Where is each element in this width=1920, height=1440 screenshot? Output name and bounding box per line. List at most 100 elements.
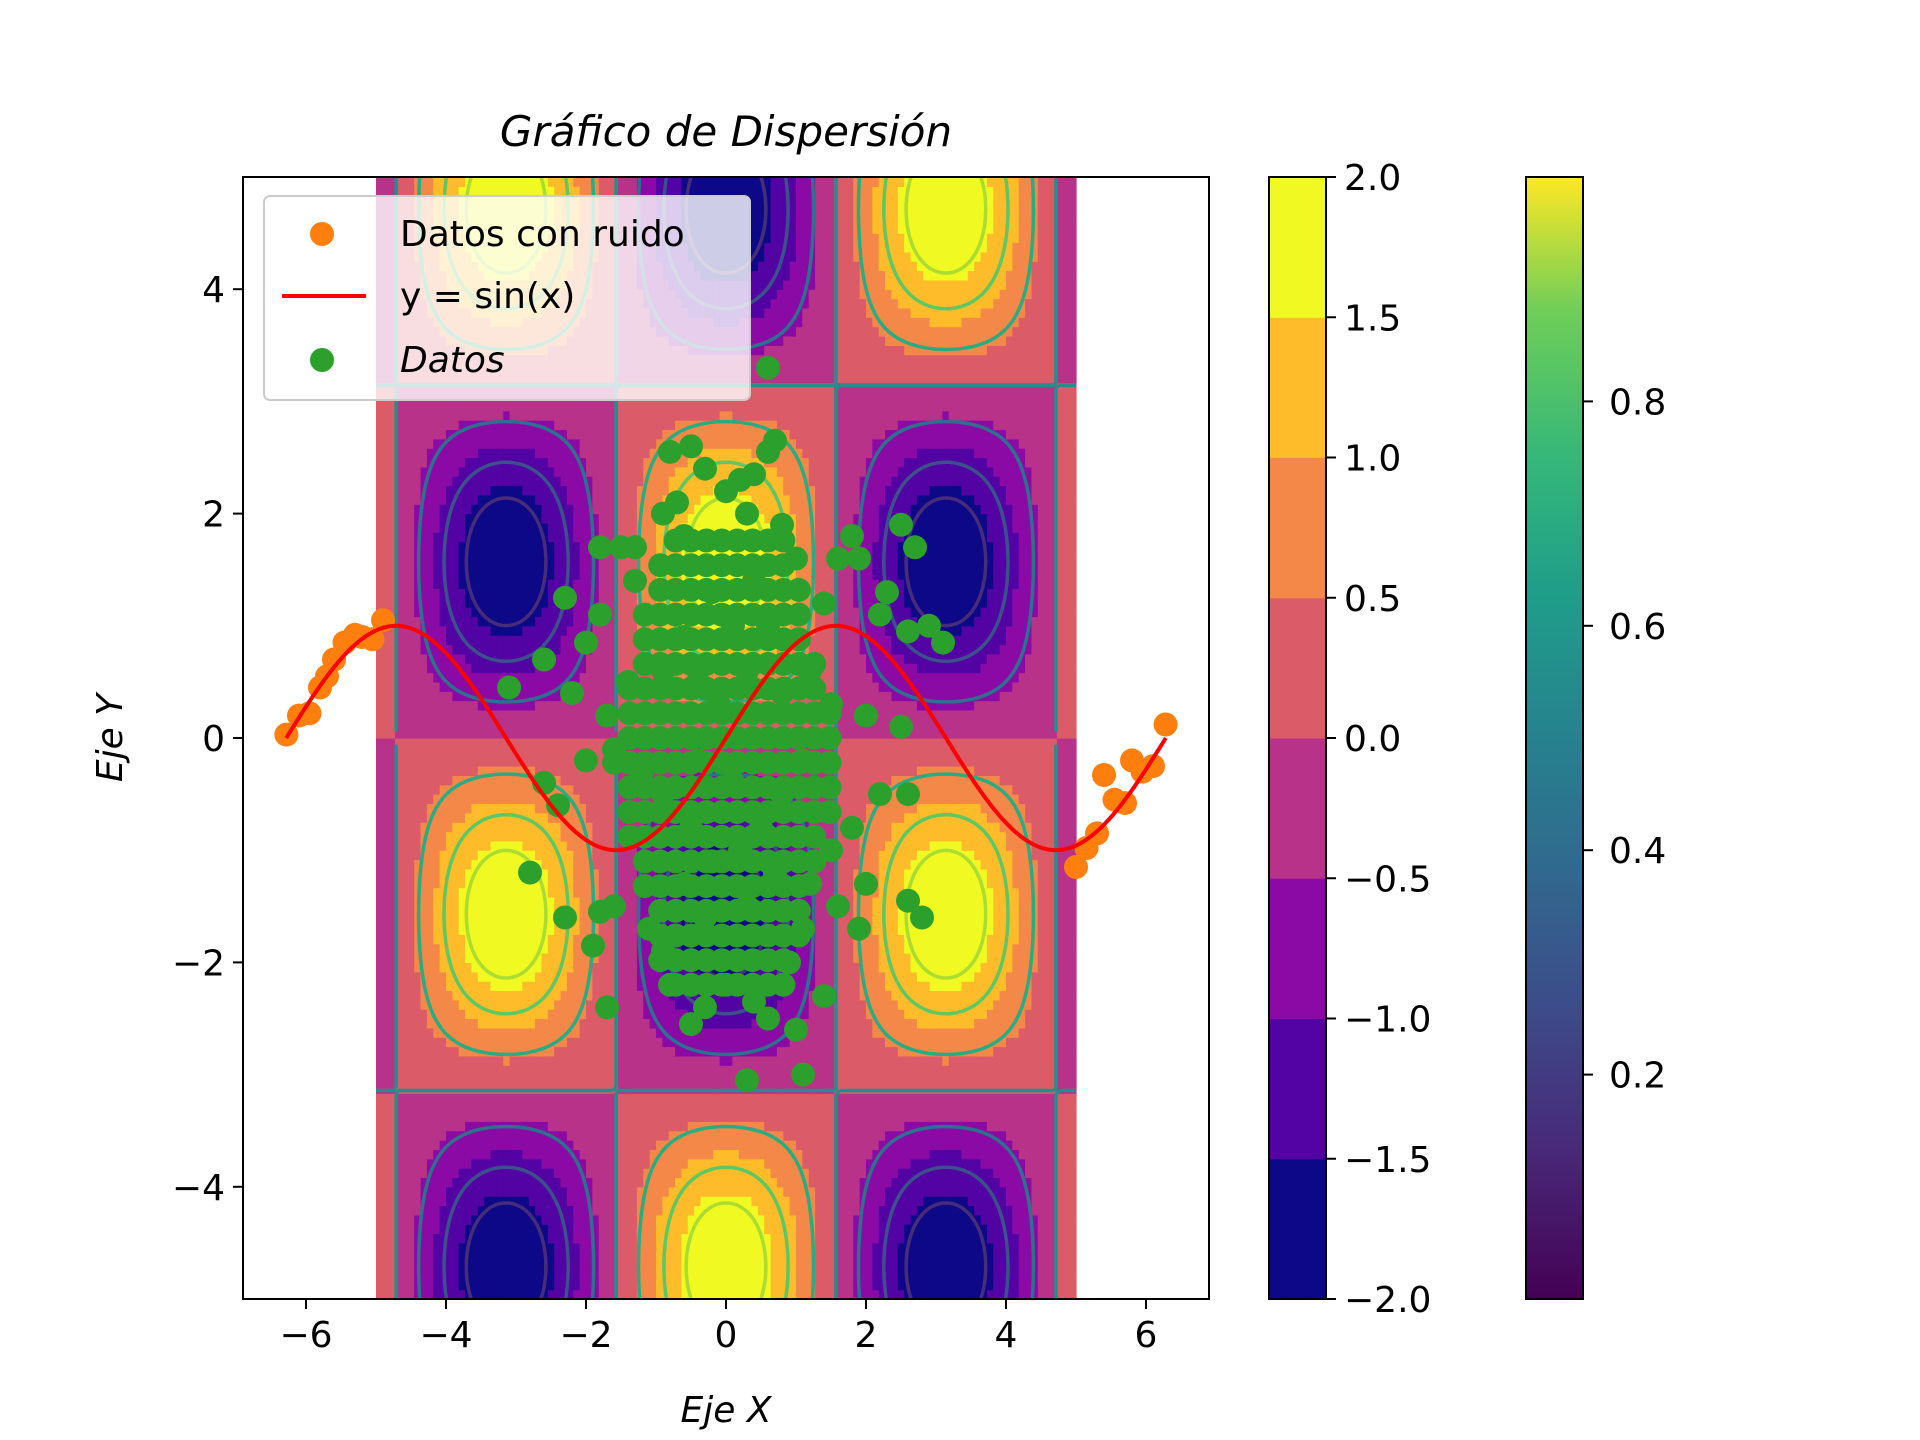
field-cell xyxy=(554,981,562,992)
field-cell xyxy=(522,1102,530,1113)
field-cell xyxy=(503,513,511,524)
field-cell xyxy=(560,934,568,945)
field-cell xyxy=(471,1009,479,1020)
field-cell xyxy=(388,1270,396,1281)
field-cell xyxy=(395,896,403,907)
field-cell xyxy=(624,457,632,468)
field-cell xyxy=(630,1055,638,1066)
field-cell xyxy=(509,981,517,992)
field-cell xyxy=(446,990,453,1001)
field-cell xyxy=(484,663,492,674)
field-cell xyxy=(401,840,409,851)
field-cell xyxy=(433,522,441,533)
field-cell xyxy=(477,850,485,861)
field-cell xyxy=(388,1102,396,1113)
field-cell xyxy=(522,1270,530,1281)
field-cell xyxy=(516,607,523,618)
field-cell xyxy=(433,1037,441,1048)
field-cell xyxy=(528,1102,536,1113)
field-cell xyxy=(465,420,473,431)
field-cell xyxy=(528,663,536,674)
field-cell xyxy=(630,1018,638,1029)
field-cell xyxy=(566,775,574,786)
field-cell xyxy=(426,981,434,992)
field-cell xyxy=(382,1055,390,1066)
field-cell xyxy=(592,1289,600,1299)
field-cell xyxy=(490,906,498,917)
field-cell xyxy=(490,934,498,945)
field-cell xyxy=(490,504,498,515)
field-cell xyxy=(490,859,498,870)
field-cell xyxy=(401,1280,409,1291)
field-cell xyxy=(490,644,498,655)
field-cell xyxy=(490,663,498,674)
field-cell xyxy=(586,896,593,907)
field-cell xyxy=(605,784,613,795)
field-cell xyxy=(535,990,543,1001)
field-cell xyxy=(579,1214,587,1225)
field-cell xyxy=(388,962,396,973)
field-cell xyxy=(624,1186,632,1197)
field-cell xyxy=(471,709,479,720)
field-cell xyxy=(458,1074,466,1085)
field-cell xyxy=(496,513,504,524)
field-cell xyxy=(554,700,562,711)
field-cell xyxy=(547,831,555,842)
field-cell xyxy=(560,438,568,449)
field-cell xyxy=(465,551,473,561)
field-cell xyxy=(433,738,441,748)
field-cell xyxy=(414,1214,422,1225)
field-cell xyxy=(388,794,396,805)
field-cell xyxy=(439,990,447,1001)
field-cell xyxy=(490,1149,498,1160)
field-cell xyxy=(579,738,587,748)
field-cell xyxy=(554,943,562,954)
field-cell xyxy=(446,551,453,561)
field-cell xyxy=(407,990,415,1001)
field-cell xyxy=(496,1205,504,1216)
field-cell xyxy=(376,410,383,421)
field-cell xyxy=(624,438,632,449)
field-cell xyxy=(624,1149,632,1160)
field-cell xyxy=(382,1093,390,1104)
field-cell xyxy=(503,1168,511,1179)
field-cell xyxy=(503,476,511,487)
field-cell xyxy=(566,784,574,795)
field-cell xyxy=(560,429,568,440)
field-cell xyxy=(414,794,422,805)
field-cell xyxy=(605,1093,613,1104)
field-cell xyxy=(573,887,581,898)
field-cell xyxy=(547,410,555,421)
field-cell xyxy=(388,1149,396,1160)
field-cell xyxy=(630,962,638,973)
field-cell xyxy=(605,1018,613,1029)
field-cell xyxy=(490,560,498,571)
field-cell xyxy=(566,1121,574,1132)
field-cell xyxy=(560,925,568,935)
field-cell xyxy=(407,756,415,767)
field-cell xyxy=(490,831,498,842)
field-cell xyxy=(566,1027,574,1038)
field-cell xyxy=(382,1158,390,1169)
field-cell xyxy=(509,709,517,720)
field-cell xyxy=(458,476,466,487)
field-cell xyxy=(624,177,632,187)
field-cell xyxy=(490,878,498,889)
field-cell xyxy=(630,999,638,1010)
field-cell xyxy=(376,747,383,758)
field-cell xyxy=(490,1046,498,1057)
field-cell xyxy=(528,672,536,683)
field-cell xyxy=(516,438,523,449)
field-cell xyxy=(617,653,625,664)
field-cell xyxy=(617,943,625,954)
field-cell xyxy=(426,513,434,524)
field-cell xyxy=(452,1233,460,1244)
field-cell xyxy=(414,971,422,982)
field-cell xyxy=(554,1214,562,1225)
field-cell xyxy=(439,429,447,440)
field-cell xyxy=(446,1205,453,1216)
field-cell xyxy=(471,579,479,589)
field-cell xyxy=(624,1018,632,1029)
field-cell xyxy=(490,522,498,533)
field-cell xyxy=(395,803,403,814)
